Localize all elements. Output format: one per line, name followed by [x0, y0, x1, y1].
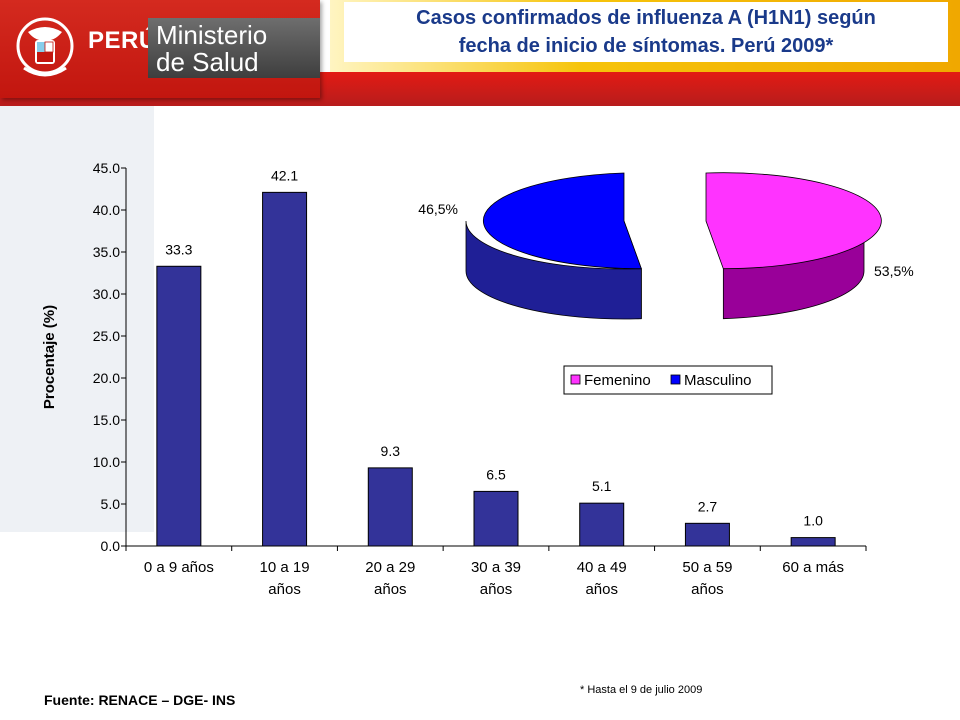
page-title: Casos confirmados de influenza A (H1N1) …: [344, 2, 948, 62]
bar-data-label: 1.0: [803, 513, 823, 529]
y-tick-label: 0.0: [101, 538, 121, 554]
pie-slice-femenino: [705, 172, 882, 270]
bar-data-label: 33.3: [165, 241, 192, 257]
bar-data-label: 9.3: [381, 443, 401, 459]
bar: [262, 191, 308, 547]
pie-data-label-masculino: 46,5%: [418, 201, 458, 217]
y-tick-label: 40.0: [93, 202, 120, 218]
pie-legend: [563, 365, 773, 395]
bar-data-label: 42.1: [271, 167, 298, 183]
pie-data-label-femenino: 53,5%: [874, 263, 914, 279]
y-tick-label: 20.0: [93, 370, 120, 386]
pie-slice-masculino: [482, 172, 642, 270]
bar-data-label: 2.7: [698, 498, 718, 514]
y-tick-label: 10.0: [93, 454, 120, 470]
country-label: PERÚ: [88, 27, 157, 54]
x-tick-label: años: [691, 581, 724, 598]
ministry-name-box: [148, 18, 320, 78]
x-tick-label: 0 a 9 años: [144, 559, 214, 576]
x-tick-label: 50 a 59: [682, 559, 732, 576]
legend-label-masculino: Masculino: [684, 372, 752, 389]
bar-data-label: 5.1: [592, 478, 612, 494]
y-axis-label: Procentaje (%): [41, 305, 58, 409]
x-tick-label: 10 a 19: [260, 559, 310, 576]
bar-data-label: 6.5: [486, 466, 506, 482]
x-tick-label: 20 a 29: [365, 559, 415, 576]
ministry-name-line2: de Salud: [156, 47, 259, 77]
bar: [579, 502, 625, 547]
bar: [790, 537, 836, 547]
bar: [367, 467, 413, 547]
pie-masculino-side: [465, 220, 642, 320]
x-tick-label: 40 a 49: [577, 559, 627, 576]
x-tick-label: años: [374, 581, 407, 598]
legend-label-femenino: Femenino: [584, 372, 651, 389]
y-tick-label: 35.0: [93, 244, 120, 260]
y-tick-label: 25.0: [93, 328, 120, 344]
page-title-line2: fecha de inicio de síntomas. Perú 2009*: [458, 35, 834, 57]
y-tick-label: 15.0: [93, 412, 120, 428]
legend-swatch-femenino: [570, 374, 581, 385]
page-title-line1: Casos confirmados de influenza A (H1N1) …: [416, 7, 876, 29]
x-tick-label: años: [268, 581, 301, 598]
bar: [473, 490, 519, 547]
ministry-name-line1: Ministerio: [156, 20, 268, 50]
bar: [684, 522, 730, 547]
ministry-logo: PERÚ Ministerio de Salud: [0, 0, 320, 98]
x-tick-label: años: [480, 581, 513, 598]
y-tick-label: 45.0: [93, 160, 120, 176]
source-note: Fuente: RENACE – DGE- INS: [44, 692, 236, 708]
x-tick-label: 60 a más: [782, 559, 844, 576]
x-tick-label: años: [585, 581, 618, 598]
bar: [156, 265, 202, 547]
x-tick-label: 30 a 39: [471, 559, 521, 576]
legend-swatch-masculino: [670, 374, 681, 385]
y-tick-label: 30.0: [93, 286, 120, 302]
y-tick-label: 5.0: [101, 496, 121, 512]
header: PERÚ Ministerio de Salud Casos confirmad…: [0, 0, 960, 106]
footnote: * Hasta el 9 de julio 2009: [580, 684, 703, 696]
coat-of-arms-icon: [16, 17, 74, 77]
ministry-name: Ministerio de Salud: [156, 22, 267, 76]
left-panel-background: [0, 106, 154, 532]
